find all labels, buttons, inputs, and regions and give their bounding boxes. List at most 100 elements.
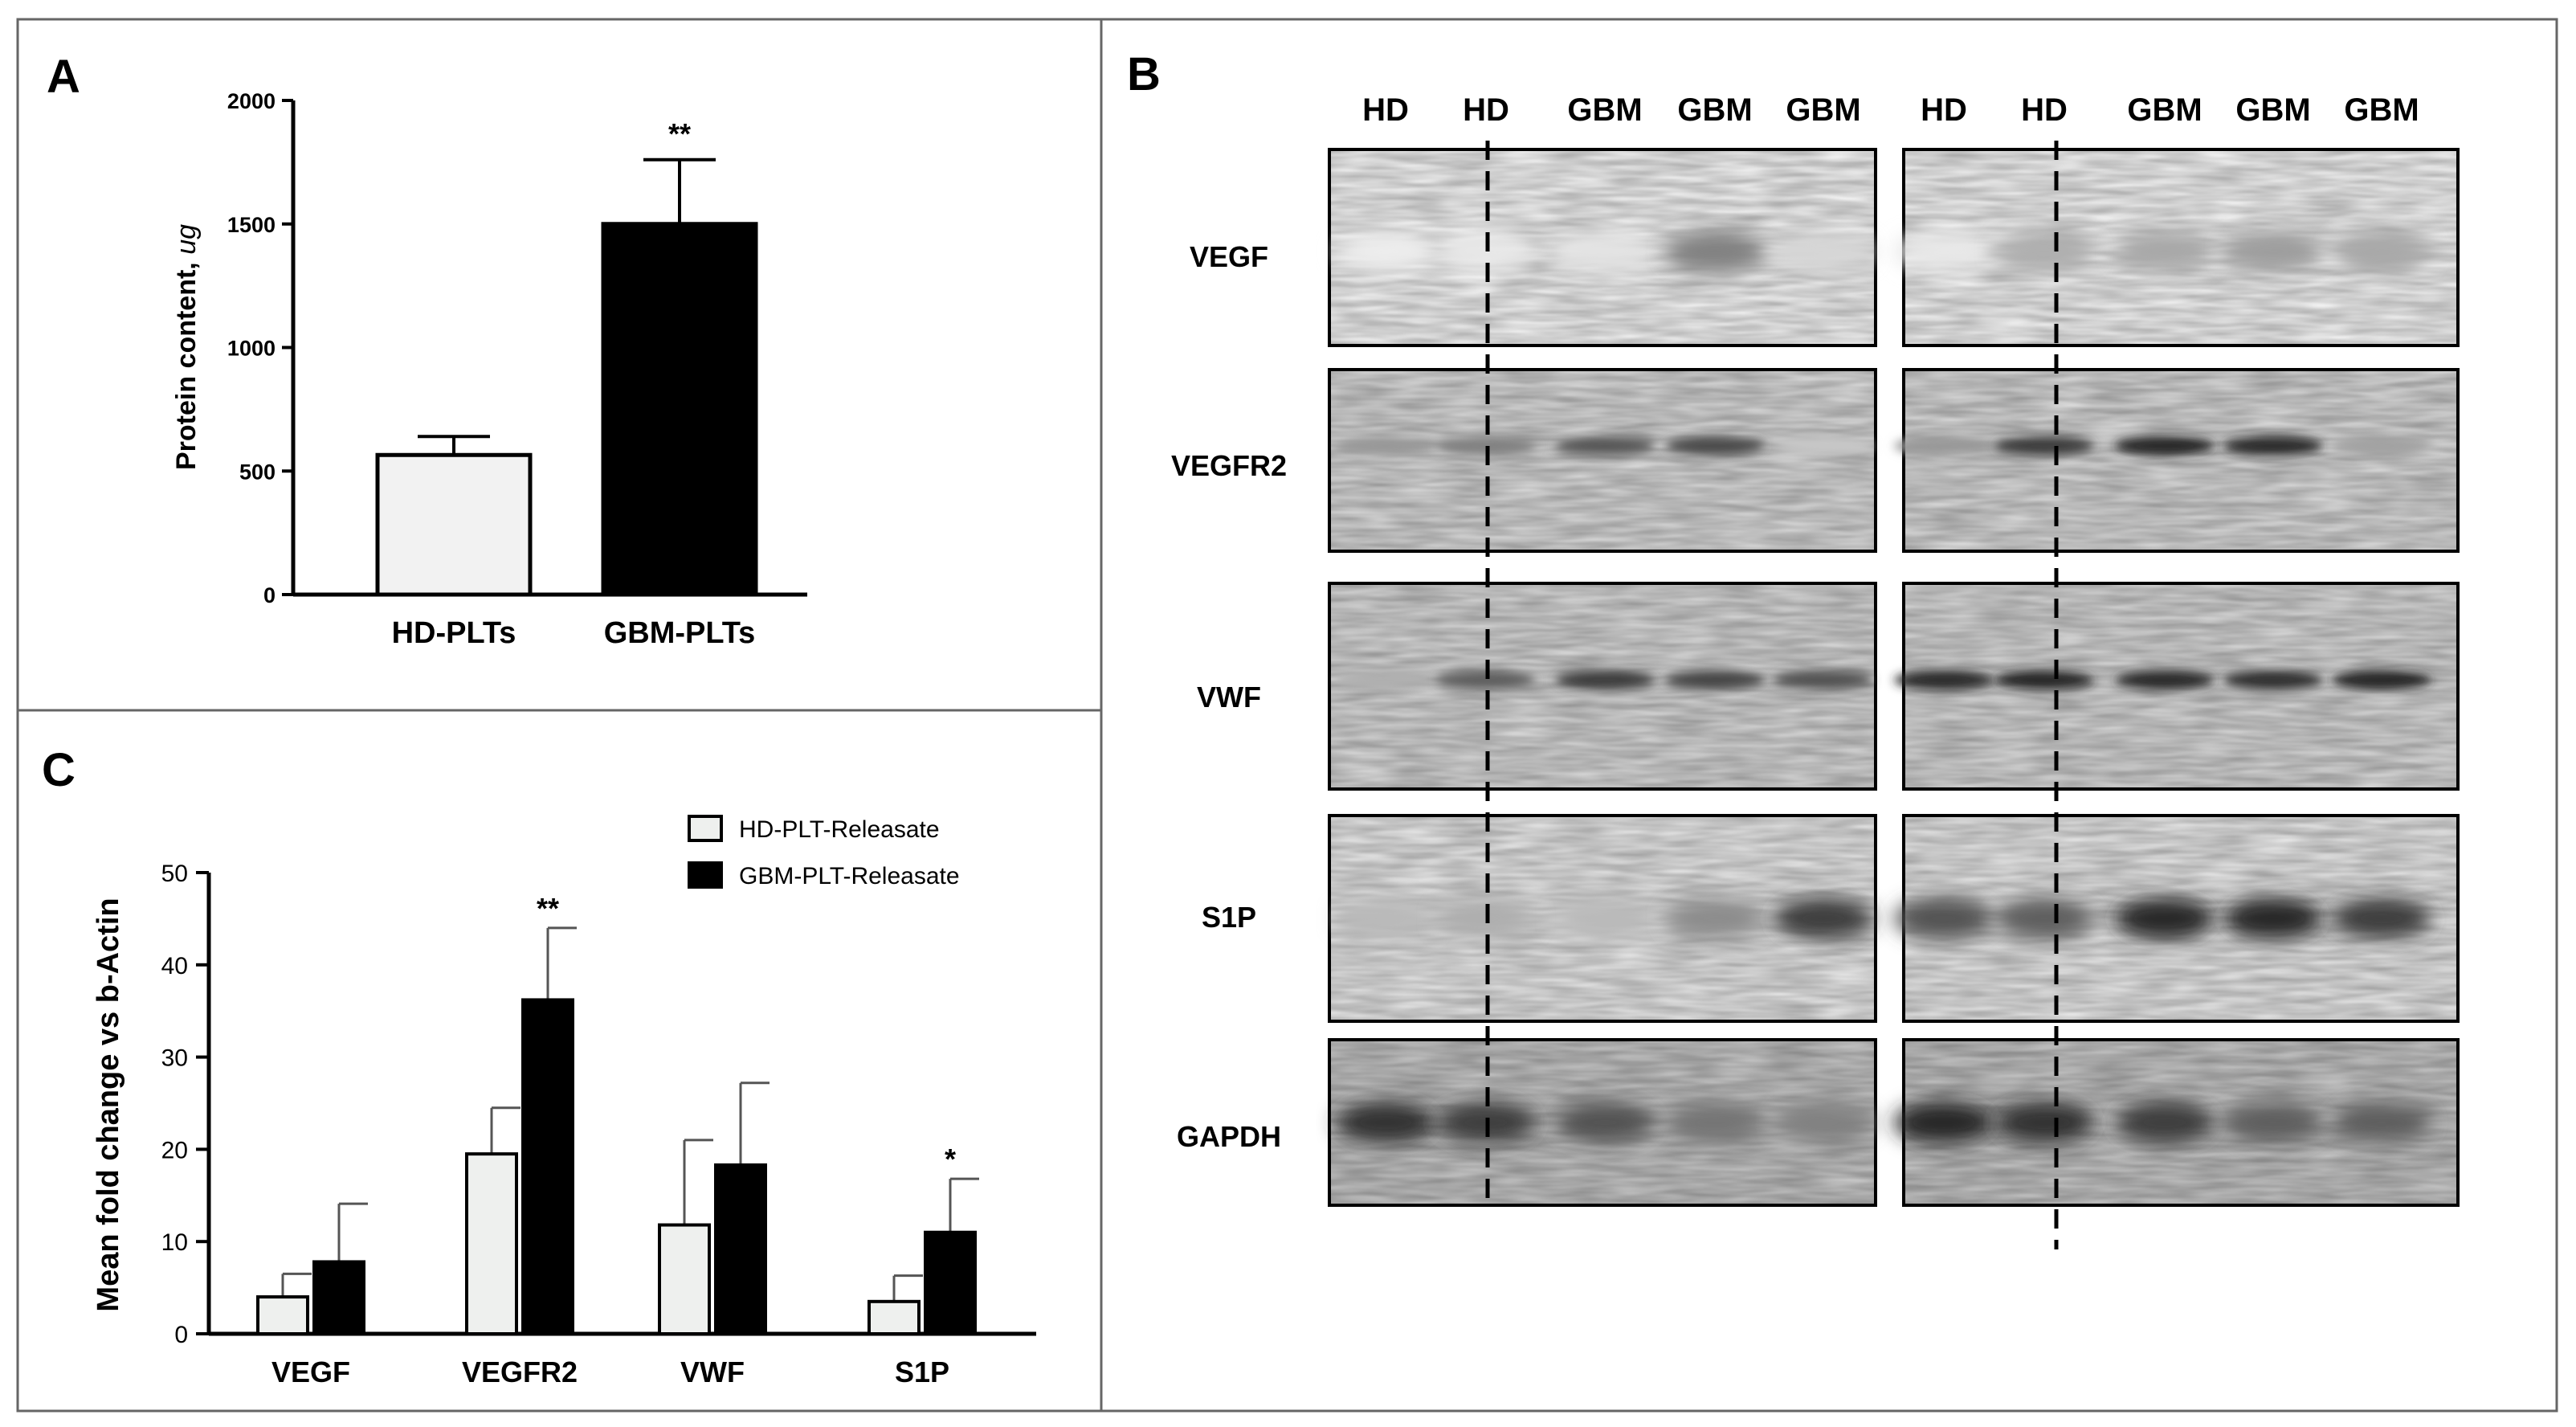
blot-row-label-vegfr2: VEGFR2	[1171, 449, 1287, 482]
y-tick-label: 30	[161, 1045, 188, 1072]
legend-label: GBM-PLT-Releasate	[739, 863, 960, 889]
chart-a: 0 500 1000 1500 2000 Protein content, ug HD-PL…	[171, 89, 807, 650]
blot-band	[2115, 897, 2215, 939]
y-tick-label: 500	[239, 460, 276, 484]
panel-c-letter: C	[42, 744, 76, 796]
blot-texture	[1904, 370, 2458, 551]
legend-swatch	[688, 861, 723, 889]
panel-b-frame	[1100, 18, 2558, 1413]
x-tick-label: GBM-PLTs	[604, 616, 756, 650]
blot-band	[1665, 230, 1765, 272]
y-tick-label: 0	[263, 583, 276, 607]
blot-band	[1774, 897, 1873, 939]
blot-band	[1336, 230, 1435, 272]
y-axis-label-unit: ug	[171, 224, 202, 255]
x-tick-label: HD-PLTs	[392, 616, 516, 650]
lane-label-left: GBM	[1786, 92, 1860, 128]
blot-row-label-gapdh: GAPDH	[1177, 1120, 1281, 1153]
blot-band	[1555, 1102, 1655, 1143]
panel-b-letter: B	[1127, 48, 1161, 100]
blot-band	[2115, 670, 2215, 690]
lane-label-left: GBM	[1677, 92, 1752, 128]
bar-s1p-hd	[868, 1299, 921, 1335]
significance-marker: **	[537, 892, 559, 925]
blot-band	[2115, 230, 2215, 272]
bar-hd-plts	[375, 452, 533, 597]
significance-marker: *	[945, 1143, 956, 1176]
lane-label-left: HD	[1463, 92, 1509, 128]
blot-row-label-vwf: VWF	[1197, 681, 1261, 714]
x-tick-label: S1P	[895, 1355, 949, 1388]
blot-band	[2332, 897, 2431, 939]
blot-band	[1894, 1102, 1994, 1143]
lane-label-right: GBM	[2235, 92, 2310, 128]
lane-label-left: GBM	[1567, 92, 1642, 128]
blot-band	[2115, 1102, 2215, 1143]
y-tick-label: 2000	[227, 89, 276, 113]
blot-band	[1555, 435, 1655, 456]
blot-band	[2332, 230, 2431, 272]
blot-band	[1665, 1102, 1765, 1143]
blot-band	[1774, 1102, 1873, 1143]
blot-band	[1555, 670, 1655, 690]
x-tick-label: VEGF	[271, 1355, 350, 1388]
y-tick-label: 10	[161, 1229, 188, 1256]
lane-label-right: GBM	[2127, 92, 2202, 128]
blot-band	[2115, 435, 2215, 456]
blot-band	[2223, 1102, 2323, 1143]
blot-frame	[1328, 148, 1877, 347]
blot-band	[2332, 435, 2431, 456]
x-tick-label: VWF	[680, 1355, 745, 1388]
blot-frame	[1902, 582, 2460, 791]
blot-frame	[1328, 814, 1877, 1023]
lane-label-right: GBM	[2344, 92, 2419, 128]
blot-band	[1555, 897, 1655, 939]
blot-strip-left	[1328, 368, 1877, 553]
blot-band	[1994, 1102, 2094, 1143]
lane-label-right: HD	[1921, 92, 1967, 128]
blot-band	[1336, 435, 1435, 456]
blot-band	[2332, 670, 2431, 690]
bar-vegfr2-gbm	[521, 998, 574, 1335]
blot-row-label-s1p: S1P	[1202, 901, 1256, 934]
chart-c: 0 10 20 30 40 50 Mean fold change vs b-Actin VE…	[92, 815, 1036, 1388]
y-tick-label: 0	[174, 1322, 188, 1348]
blot-frame	[1902, 368, 2460, 553]
lane-label-right: HD	[2021, 92, 2068, 128]
bar-vegfr2-hd	[465, 1152, 518, 1336]
y-axis-label: Mean fold change vs b-Actin	[92, 897, 125, 1311]
y-tick-label: 1500	[227, 213, 276, 237]
blot-band	[1665, 435, 1765, 456]
blot-band	[1336, 670, 1435, 690]
blot-band	[1894, 435, 1994, 456]
blot-band	[2223, 230, 2323, 272]
blot-band	[1994, 435, 2094, 456]
blot-band	[1894, 670, 1994, 690]
blot-band	[1774, 670, 1873, 690]
blot-band	[1994, 897, 2094, 939]
blot-band	[1774, 230, 1873, 272]
y-tick-label: 1000	[227, 337, 276, 361]
blot-frame	[1328, 368, 1877, 553]
legend-label: HD-PLT-Releasate	[739, 816, 940, 843]
blot-band	[2332, 1102, 2431, 1143]
significance-marker: **	[668, 117, 691, 150]
western-blot: HD HD GBM GBM GBM HD HD GBM GBM GBM VEGF VEGFR2 VWF S…	[1171, 92, 2460, 1249]
blot-band	[1994, 230, 2094, 272]
bar-vegf-hd	[256, 1295, 309, 1335]
blot-band	[1555, 230, 1655, 272]
blot-band	[1436, 435, 1536, 456]
y-axis-label: Protein content, ug	[171, 224, 202, 470]
blot-band	[1665, 897, 1765, 939]
blot-strip-right	[1902, 368, 2460, 553]
y-tick-label: 50	[161, 861, 188, 887]
blot-band	[1336, 897, 1435, 939]
blot-band	[1774, 435, 1873, 456]
y-axis-label-main: Protein content,	[171, 255, 202, 470]
y-tick-label: 20	[161, 1137, 188, 1163]
blot-band	[2223, 435, 2323, 456]
blot-band	[1994, 670, 2094, 690]
bar-s1p-gbm	[924, 1230, 977, 1335]
x-tick-label: VEGFR2	[462, 1355, 578, 1388]
